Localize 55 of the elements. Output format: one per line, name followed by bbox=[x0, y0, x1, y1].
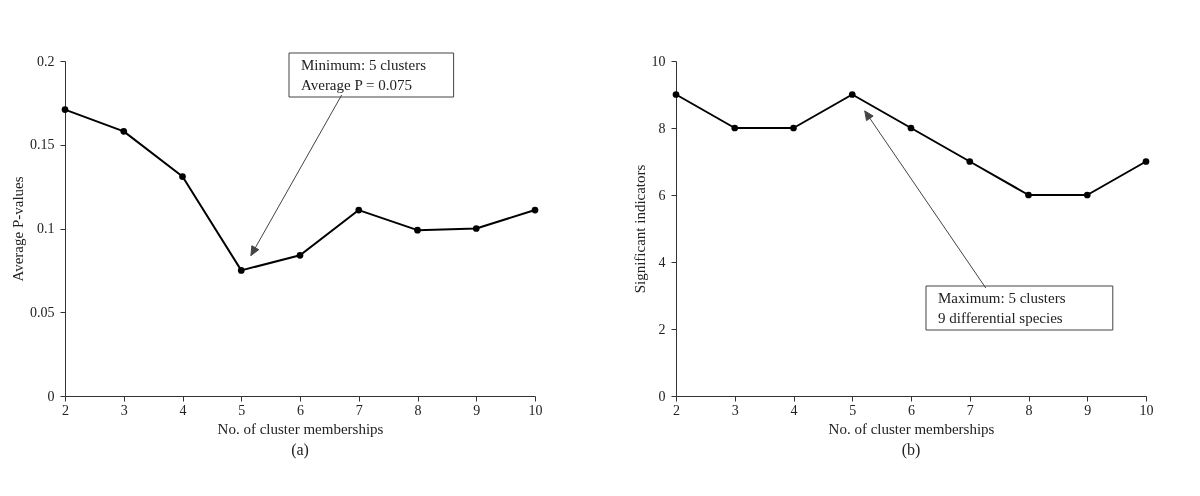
annotation: Maximum: 5 clusters 9 differential species bbox=[938, 290, 1066, 326]
point bbox=[355, 206, 363, 214]
point bbox=[120, 128, 128, 135]
x-tick-label: 2 bbox=[673, 402, 680, 418]
y-tick-label: 2 bbox=[658, 321, 666, 337]
y-tick-label: 0.05 bbox=[30, 304, 55, 320]
y-tick-label: 6 bbox=[658, 187, 666, 203]
text: (a) bbox=[291, 441, 309, 459]
x-tick-label: 4 bbox=[179, 402, 187, 418]
x-axis-title: No. of cluster memberships bbox=[828, 420, 995, 437]
x-tick-label: 10 bbox=[1139, 402, 1154, 418]
point bbox=[966, 158, 974, 165]
point bbox=[790, 124, 797, 132]
point bbox=[848, 91, 856, 98]
x-tick-label: 6 bbox=[297, 402, 304, 418]
x-tick-label: 2 bbox=[62, 402, 69, 418]
y-tick-label: 0 bbox=[658, 388, 666, 404]
point bbox=[531, 206, 539, 214]
y-tick-label: 0 bbox=[47, 388, 55, 404]
x-tick-label: 6 bbox=[908, 402, 915, 418]
x-tick-label: 8 bbox=[1025, 402, 1033, 418]
x-tick-label: 8 bbox=[414, 402, 422, 418]
y-tick-label: 10 bbox=[651, 53, 666, 69]
point bbox=[731, 124, 739, 132]
point bbox=[1083, 191, 1091, 199]
point bbox=[61, 106, 69, 113]
annotation: Minimum: 5 clusters Average P = 0.075 bbox=[301, 57, 427, 93]
x-tick-label: 7 bbox=[355, 402, 363, 418]
point bbox=[296, 251, 304, 259]
y-tick-label: 4 bbox=[658, 254, 666, 270]
point bbox=[179, 173, 186, 180]
x-tick-label: 10 bbox=[528, 402, 543, 418]
x-tick-label: 4 bbox=[790, 402, 798, 418]
y-tick-label: 0.15 bbox=[30, 137, 55, 153]
x-tick-label: 5 bbox=[849, 402, 857, 418]
point bbox=[237, 267, 245, 274]
x-tick-label: 5 bbox=[238, 402, 246, 418]
x-tick-label: 9 bbox=[473, 402, 481, 418]
y-axis-title: Significant indicators bbox=[631, 164, 648, 294]
y-tick-label: 0.2 bbox=[37, 53, 55, 69]
y-tick-label: 8 bbox=[658, 120, 666, 136]
point bbox=[672, 91, 680, 98]
point bbox=[1142, 158, 1150, 165]
x-axis-title: No. of cluster memberships bbox=[217, 420, 384, 437]
point bbox=[1025, 191, 1032, 199]
text: (b) bbox=[901, 441, 921, 459]
x-tick-label: 7 bbox=[966, 402, 974, 418]
point bbox=[414, 226, 421, 234]
y-axis-title: Average P-values bbox=[10, 176, 26, 282]
x-tick-label: 3 bbox=[731, 402, 739, 418]
y-tick-label: 0.1 bbox=[37, 221, 55, 236]
x-tick-label: 9 bbox=[1084, 402, 1092, 418]
point bbox=[472, 225, 480, 232]
x-tick-label: 3 bbox=[120, 402, 128, 418]
point bbox=[907, 124, 915, 132]
